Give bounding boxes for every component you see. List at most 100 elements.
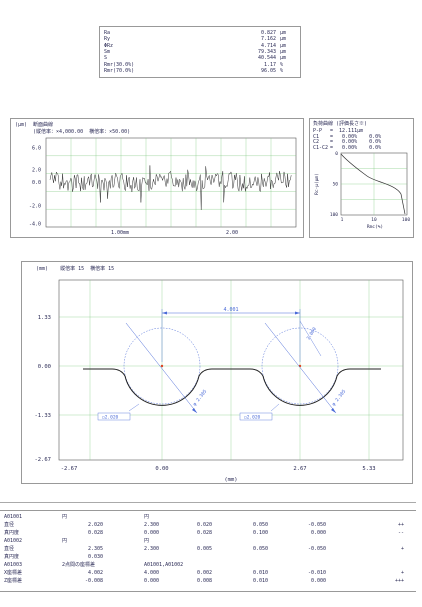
param-name: S — [104, 55, 108, 62]
bottom-divider — [0, 502, 416, 503]
results-cell: 0.000 — [310, 578, 326, 584]
parameter-box: Ra 0.827 μm Ry 7.162 μm ΦRz 4.714 μm Sm 79.343 μm S 4… — [99, 26, 301, 78]
results-cell: 円 — [62, 514, 68, 520]
left-center-point — [160, 364, 164, 368]
param-value: 1.17 — [263, 61, 276, 68]
results-cell: 4.002 — [87, 570, 103, 576]
param-unit: μm — [280, 36, 287, 43]
bearing-panel: 負荷曲線 (評価長さ※) P-P = 12.111μm C1 = 0.00% 0.0%… — [309, 118, 414, 238]
bearing-title: 負荷曲線 (評価長さ※) — [313, 121, 368, 127]
results-cell: A01003 — [4, 562, 23, 568]
dim-top-arrow-right — [295, 311, 300, 315]
contour-ytick: 0.00 — [38, 364, 51, 370]
diag-right-arrow — [331, 408, 336, 413]
param-value: 40.544 — [257, 55, 276, 62]
param-value: 96.05 — [260, 67, 276, 74]
bearing-xtick: 100 — [402, 217, 410, 223]
results-cell: A01001,A01002 — [144, 562, 184, 568]
bearing-xlabel: Rmc(%) — [367, 224, 383, 230]
results-cell: -0.050 — [307, 522, 326, 528]
results-cell: 2.305 — [87, 546, 103, 552]
label-right-text: ○2.020 — [244, 414, 261, 420]
profile-ytick: -2.0 — [29, 204, 41, 210]
dim-right-line — [299, 320, 322, 357]
results-cell: 0.030 — [87, 554, 103, 560]
profile-ytick: 0.0 — [32, 180, 41, 186]
param-value: 4.714 — [260, 42, 276, 49]
dim-top-arrow-left — [162, 311, 167, 315]
leader-right — [270, 403, 280, 412]
results-cell: 円 — [62, 538, 68, 544]
profile-subtitle: (縦倍率：×4,000.00 横倍率：×50.00) — [33, 129, 131, 135]
bearing-chart: Rc-μ(μm) 0 50 100 1 10 100 Rmc(%) — [314, 151, 410, 230]
results-cell: 0.010 — [252, 578, 268, 584]
results-cell: 0.008 — [196, 578, 212, 584]
param-unit: % — [280, 61, 284, 68]
results-cell: 円 — [144, 514, 150, 520]
results-cell: 0.050 — [252, 522, 268, 528]
profile-xtick: 2.00 — [226, 230, 238, 236]
results-cell: 0.100 — [252, 530, 268, 536]
param-unit: μm — [280, 30, 287, 36]
diag-left-label: φ 2.305 — [192, 388, 209, 407]
results-cell: 0.028 — [196, 530, 212, 536]
param-name: Ra — [104, 30, 111, 36]
results-cell: -0.050 — [307, 546, 326, 552]
results-cell: -0.010 — [307, 570, 326, 576]
contour-ytick: -1.33 — [34, 413, 51, 419]
results-cell: A01001 — [4, 514, 23, 520]
contour-ytick: -2.67 — [34, 457, 51, 463]
bearing-stat-label: C1-C2 — [313, 144, 329, 151]
bearing-ylabel: Rc-μ(μm) — [314, 173, 320, 195]
param-value: 7.162 — [260, 36, 276, 43]
contour-xtick: 5.33 — [362, 466, 375, 472]
results-cell: X座標差 — [4, 570, 23, 576]
contour-chart: 1.33 0.00 -1.33 -2.67 -2.67 0.00 2.67 5.33 (mm… — [34, 279, 404, 483]
param-name: Sm — [104, 48, 111, 55]
diag-right-line — [264, 322, 337, 414]
results-cell: 0.050 — [252, 546, 268, 552]
param-name: Rmr(30.0%) — [104, 61, 135, 68]
results-cell: 真円度 — [4, 554, 20, 560]
bearing-ytick: 0 — [335, 151, 338, 157]
param-name: Ry — [104, 36, 111, 43]
param-value: 79.343 — [257, 48, 276, 55]
contour-xtick: -2.67 — [61, 466, 78, 472]
dim-top-label: 4.001 — [223, 307, 238, 313]
bearing-stat-value: = 12.111μm — [330, 128, 364, 134]
results-cell: + — [400, 570, 404, 576]
contour-xtick: 2.67 — [293, 466, 306, 472]
profile-ytick: -4.0 — [29, 222, 41, 228]
leader-left — [128, 403, 140, 412]
results-cell: 2点間の座標差 — [62, 562, 96, 568]
results-cell: 0.020 — [196, 522, 212, 528]
results-cell: -0.008 — [84, 578, 103, 584]
results-cell: 0.005 — [196, 546, 212, 552]
results-cell: 2.300 — [144, 522, 160, 528]
contour-profile — [83, 368, 381, 406]
param-value: 0.827 — [260, 30, 276, 36]
param-unit: μm — [280, 48, 287, 55]
results-cell: 0.000 — [144, 578, 160, 584]
bearing-stat-label: P-P — [313, 128, 323, 134]
results-cell: 直径 — [4, 522, 15, 528]
bearing-xtick: 1 — [341, 217, 344, 223]
param-name: Rmr(70.0%) — [104, 67, 135, 74]
param-unit: μm — [280, 55, 287, 62]
bearing-xtick: 10 — [371, 217, 377, 223]
left-circle — [123, 327, 201, 405]
results-cell: 0.000 — [144, 530, 160, 536]
bearing-ytick: 100 — [330, 212, 338, 218]
results-panel: A01001 円円直径 2.020 2.300 0.020 0.050 -0.050 ++ 真円… — [0, 510, 416, 592]
contour-xtick: 0.00 — [155, 466, 168, 472]
param-unit: % — [280, 67, 284, 74]
param-name: ΦRz — [104, 42, 114, 49]
results-cell: 直径 — [4, 546, 15, 552]
results-cell: 0.000 — [310, 530, 326, 536]
bearing-stat-value: = 0.00% 0.0% — [330, 144, 382, 151]
results-cell: 真円度 — [4, 530, 20, 536]
param-unit: μm — [280, 42, 287, 49]
results-cell: -- — [397, 530, 404, 536]
results-cell: 0.002 — [196, 570, 212, 576]
